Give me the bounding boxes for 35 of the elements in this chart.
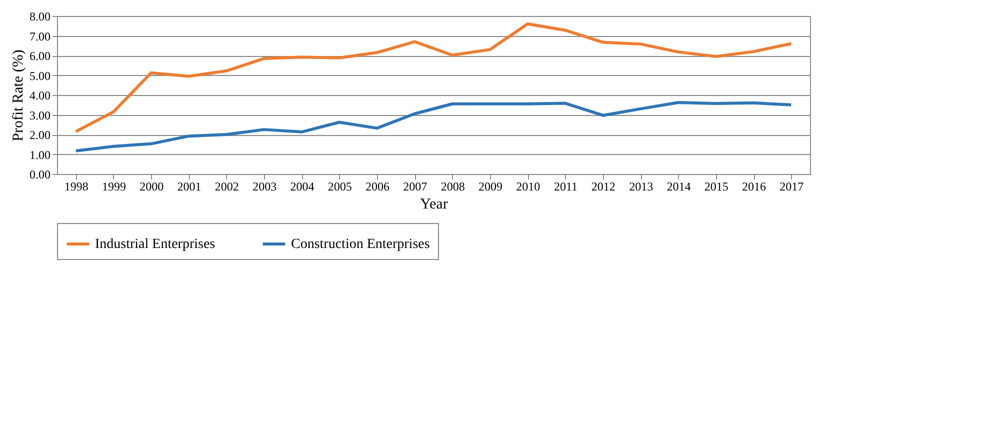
legend-label: Industrial Enterprises [95,237,216,252]
legend-label: Construction Enterprises [291,237,430,252]
line-series [74,22,793,134]
y-tick-label: 0.00 [30,168,50,182]
x-axis-title: Year [420,196,448,212]
x-tick-label: 2006 [366,180,390,194]
x-tick-label: 2017 [780,180,804,194]
y-tick-label: 7.00 [30,29,50,44]
y-tick-label: 5.00 [30,68,50,83]
x-tick-label: 2015 [704,180,728,194]
y-tick-label: 3.00 [30,108,50,122]
x-tick-label: 2008 [440,180,465,194]
x-tick-label: 2012 [591,180,616,194]
x-tick-label: 2001 [177,180,202,194]
x-tick-label: 2003 [252,180,277,194]
y-tick-label: 2.00 [30,128,50,142]
x-tick-label: 2011 [554,180,578,194]
y-tick-label: 4.00 [30,88,50,102]
x-tick-label: 2010 [516,180,540,194]
x-tick-label: 2009 [478,180,502,194]
line-series [74,101,793,152]
x-tick-label: 1998 [64,180,88,194]
x-tick-label: 2002 [214,180,239,194]
x-tick-label: 2005 [328,180,352,194]
y-tick-label: 8.00 [30,10,50,24]
x-tick-label: 1999 [102,180,126,194]
y-axis-title: Profit Rate (%) [10,50,26,142]
y-tick-label: 1.00 [30,148,50,162]
x-tick-label: 2004 [290,180,314,194]
x-tick-label: 2013 [629,180,654,194]
x-tick-label: 2014 [666,180,691,194]
y-tick-label: 6.00 [30,49,50,63]
x-tick-label: 2007 [403,180,428,194]
x-tick-label: 2000 [140,180,164,194]
x-tick-label: 2016 [742,180,766,194]
